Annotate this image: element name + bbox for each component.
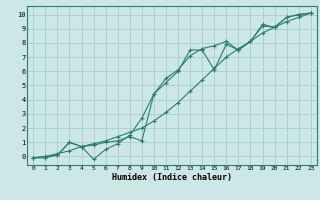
X-axis label: Humidex (Indice chaleur): Humidex (Indice chaleur): [112, 173, 232, 182]
